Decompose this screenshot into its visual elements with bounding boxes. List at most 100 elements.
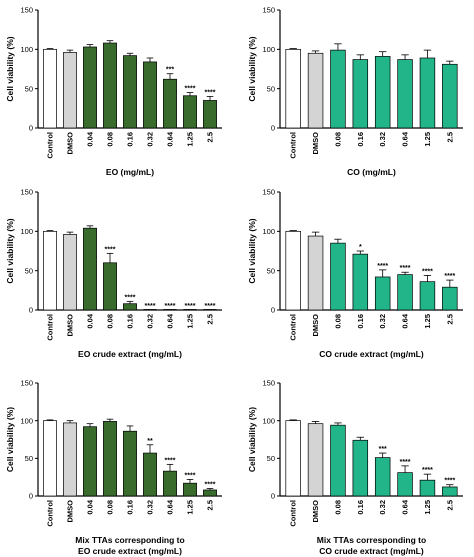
bar-1.25 bbox=[419, 281, 436, 311]
category-label: 0.08 bbox=[333, 132, 342, 147]
y-axis-label: Cell viability (%) bbox=[247, 36, 257, 101]
category-label: 0.08 bbox=[106, 500, 115, 515]
y-tick-label: 150 bbox=[20, 379, 33, 388]
bar-0.16 bbox=[123, 430, 137, 497]
category-label: 0.08 bbox=[333, 500, 342, 515]
bar-Control bbox=[285, 230, 301, 311]
y-tick-label: 50 bbox=[25, 454, 33, 463]
significance-label: **** bbox=[444, 273, 455, 280]
bar-0.64 bbox=[397, 59, 413, 129]
category-label: 0.04 bbox=[86, 499, 95, 514]
category-label: 0.64 bbox=[401, 313, 410, 328]
y-tick-label: 0 bbox=[29, 124, 33, 133]
bar-0.16 bbox=[123, 303, 137, 311]
significance-label: **** bbox=[105, 246, 116, 253]
category-label: 0.32 bbox=[378, 314, 387, 329]
bar-Control bbox=[43, 48, 57, 129]
bar-0.04 bbox=[83, 426, 97, 497]
significance-label: **** bbox=[165, 303, 176, 310]
y-tick-label: 150 bbox=[20, 6, 33, 15]
bar-DMSO bbox=[307, 235, 324, 311]
significance-label: **** bbox=[400, 459, 411, 466]
bar-0.08 bbox=[103, 42, 117, 129]
significance-label: **** bbox=[125, 294, 136, 301]
category-label: 0.64 bbox=[166, 313, 175, 328]
category-label: 1.25 bbox=[423, 314, 432, 329]
significance-label: **** bbox=[185, 86, 196, 93]
bar-0.32 bbox=[143, 452, 157, 497]
x-axis-label: EO crude extract (mg/mL) bbox=[78, 546, 182, 556]
bar-0.32 bbox=[143, 61, 157, 129]
bar-0.16 bbox=[352, 439, 369, 497]
chart-panel-2: 0 50 100 150 Cell viability (%) Control DMSO 0.… bbox=[247, 6, 463, 177]
category-label: Control bbox=[289, 500, 298, 527]
y-tick-label: 100 bbox=[262, 416, 275, 425]
bar-Control bbox=[285, 48, 301, 129]
bar-1.25 bbox=[183, 482, 197, 497]
category-label: Control bbox=[289, 314, 298, 341]
bar-Control bbox=[43, 420, 57, 497]
bar-2.5 bbox=[442, 286, 458, 311]
y-axis-label: Cell viability (%) bbox=[5, 36, 15, 101]
bar-0.04 bbox=[83, 227, 97, 311]
x-axis-label: EO (mg/mL) bbox=[106, 167, 154, 177]
y-tick-label: 150 bbox=[262, 6, 275, 15]
category-label: 1.25 bbox=[186, 314, 195, 329]
category-label: 2.5 bbox=[445, 314, 454, 324]
significance-label: *** bbox=[379, 446, 387, 453]
significance-label: * bbox=[359, 244, 362, 251]
category-label: 0.08 bbox=[333, 314, 342, 329]
category-label: 0.64 bbox=[166, 499, 175, 514]
chart-panel-5: 0 50 100 150 Cell viability (%) Control DMSO 0.… bbox=[5, 379, 222, 556]
x-axis-label: CO (mg/mL) bbox=[347, 167, 396, 177]
y-tick-label: 50 bbox=[267, 454, 275, 463]
significance-label: **** bbox=[185, 472, 196, 479]
chart-panel-6: 0 50 100 150 Cell viability (%) Control DMSO 0.… bbox=[247, 379, 463, 556]
category-label: 0.04 bbox=[86, 131, 95, 146]
y-tick-label: 100 bbox=[20, 45, 33, 54]
x-axis-label: EO crude extract (mg/mL) bbox=[78, 349, 182, 359]
bar-0.64 bbox=[163, 470, 177, 497]
significance-label: **** bbox=[400, 265, 411, 272]
y-tick-label: 0 bbox=[29, 306, 33, 315]
significance-label: **** bbox=[185, 303, 196, 310]
bar-0.08 bbox=[330, 49, 346, 129]
y-axis-label: Cell viability (%) bbox=[247, 407, 257, 472]
bar-1.25 bbox=[419, 479, 436, 497]
category-label: DMSO bbox=[66, 500, 75, 523]
y-tick-label: 150 bbox=[262, 379, 275, 388]
category-label: 0.08 bbox=[106, 132, 115, 147]
category-label: 1.25 bbox=[423, 500, 432, 515]
y-tick-label: 100 bbox=[20, 227, 33, 236]
category-label: DMSO bbox=[66, 132, 75, 155]
category-label: 0.64 bbox=[401, 499, 410, 514]
bar-Control bbox=[43, 230, 57, 311]
x-axis-label: Mix TTAs corresponding to bbox=[75, 535, 184, 545]
y-axis-label: Cell viability (%) bbox=[5, 407, 15, 472]
y-tick-label: 50 bbox=[267, 266, 275, 275]
bar-2.5 bbox=[203, 489, 217, 497]
y-tick-label: 100 bbox=[20, 416, 33, 425]
significance-label: **** bbox=[444, 478, 455, 485]
y-tick-label: 0 bbox=[29, 492, 33, 501]
category-label: DMSO bbox=[311, 132, 320, 155]
significance-label: **** bbox=[205, 303, 216, 310]
bar-0.64 bbox=[163, 78, 177, 129]
y-tick-label: 50 bbox=[267, 84, 275, 93]
category-label: 0.64 bbox=[401, 131, 410, 146]
category-label: 0.16 bbox=[356, 132, 365, 147]
category-label: DMSO bbox=[311, 500, 320, 523]
bar-DMSO bbox=[63, 422, 77, 497]
y-tick-label: 0 bbox=[271, 124, 275, 133]
bar-DMSO bbox=[307, 423, 324, 497]
category-label: 1.25 bbox=[186, 132, 195, 147]
bar-1.25 bbox=[419, 57, 436, 129]
category-label: 2.5 bbox=[206, 132, 215, 142]
bar-0.16 bbox=[352, 59, 369, 129]
bar-0.08 bbox=[103, 262, 117, 311]
bar-0.08 bbox=[330, 242, 346, 311]
category-label: 2.5 bbox=[206, 314, 215, 324]
category-label: 0.32 bbox=[146, 132, 155, 147]
category-label: 0.32 bbox=[378, 132, 387, 147]
bar-0.16 bbox=[352, 253, 369, 311]
